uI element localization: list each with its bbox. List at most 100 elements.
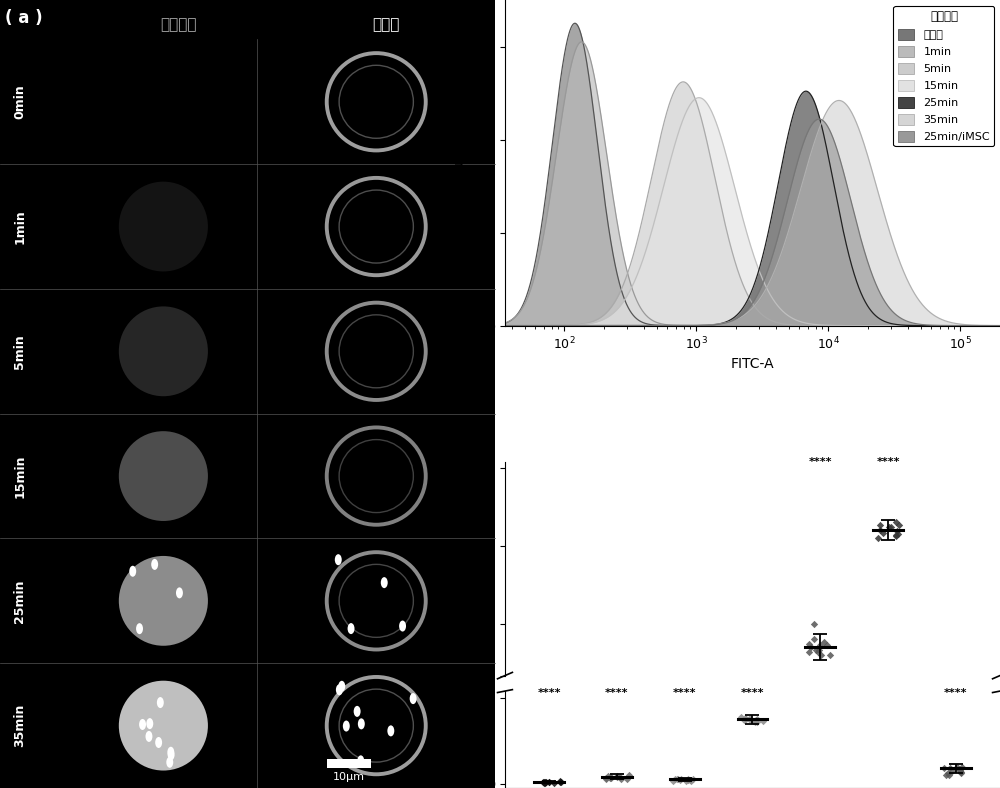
Ellipse shape xyxy=(327,427,426,525)
Text: 25min: 25min xyxy=(13,579,26,623)
Point xyxy=(609,771,625,783)
Ellipse shape xyxy=(327,552,426,649)
Circle shape xyxy=(146,718,153,729)
Point xyxy=(619,772,635,785)
Point xyxy=(802,417,818,429)
Circle shape xyxy=(136,623,143,634)
Ellipse shape xyxy=(327,677,426,775)
Point xyxy=(952,764,968,777)
Circle shape xyxy=(335,554,342,565)
Point xyxy=(733,711,749,723)
Circle shape xyxy=(129,566,136,577)
Point xyxy=(888,516,904,529)
Bar xyxy=(327,759,371,768)
Ellipse shape xyxy=(119,681,208,771)
Text: 0min: 0min xyxy=(13,84,26,119)
Ellipse shape xyxy=(327,53,426,151)
Point xyxy=(875,526,891,539)
Circle shape xyxy=(176,587,183,598)
Circle shape xyxy=(338,681,345,692)
Y-axis label: 相对荧光强度: 相对荧光强度 xyxy=(457,544,471,594)
Point xyxy=(822,649,838,661)
Point xyxy=(801,638,817,651)
Circle shape xyxy=(348,623,355,634)
Text: ( a ): ( a ) xyxy=(5,9,43,28)
Circle shape xyxy=(336,684,343,695)
Point xyxy=(813,649,829,661)
Point xyxy=(872,519,888,531)
Point xyxy=(888,529,904,541)
Point xyxy=(609,770,625,782)
Circle shape xyxy=(410,693,417,704)
Ellipse shape xyxy=(119,431,208,521)
Point xyxy=(672,774,688,786)
Point xyxy=(600,770,616,782)
Point xyxy=(816,392,832,404)
Point xyxy=(884,239,900,251)
Circle shape xyxy=(155,737,162,748)
Circle shape xyxy=(357,756,364,767)
Circle shape xyxy=(168,749,175,760)
Y-axis label: Count: Count xyxy=(452,142,466,184)
Point xyxy=(803,641,819,653)
Point xyxy=(537,776,553,788)
Point xyxy=(541,776,557,788)
Point xyxy=(810,646,826,659)
Point xyxy=(803,443,819,455)
Point xyxy=(953,765,969,778)
Point xyxy=(755,715,771,727)
Point xyxy=(801,646,817,659)
Point xyxy=(537,776,553,788)
Legend: 对照组, 1min, 5min, 15min, 25min, 35min, 25min/iMSC: 对照组, 1min, 5min, 15min, 25min, 35min, 25… xyxy=(893,6,994,147)
Text: 10μm: 10μm xyxy=(333,772,365,782)
Point xyxy=(749,716,765,728)
Circle shape xyxy=(151,559,158,570)
Text: ****: **** xyxy=(741,688,764,698)
Point xyxy=(665,775,681,787)
Circle shape xyxy=(354,706,361,717)
Point xyxy=(883,232,899,245)
Text: ****: **** xyxy=(673,688,696,698)
Point xyxy=(536,775,552,788)
Point xyxy=(747,716,763,728)
Point xyxy=(535,775,551,788)
Point xyxy=(889,525,905,537)
Point xyxy=(680,773,696,786)
Point xyxy=(541,775,557,788)
Circle shape xyxy=(343,720,350,731)
Point xyxy=(673,772,689,785)
Point xyxy=(816,635,832,648)
Point xyxy=(888,530,904,542)
Point xyxy=(820,422,836,434)
Point xyxy=(823,434,839,447)
Point xyxy=(678,775,694,787)
Point xyxy=(822,439,838,452)
Point xyxy=(941,769,957,782)
X-axis label: FITC-A: FITC-A xyxy=(731,358,774,371)
Point xyxy=(536,776,552,788)
Point xyxy=(603,771,619,784)
Point xyxy=(870,531,886,544)
Ellipse shape xyxy=(327,303,426,400)
Point xyxy=(683,775,699,787)
Point xyxy=(814,434,830,447)
Point xyxy=(936,762,952,775)
Point xyxy=(742,713,758,726)
Point xyxy=(682,774,698,786)
Circle shape xyxy=(166,756,173,768)
Point xyxy=(811,643,827,656)
Point xyxy=(602,771,618,784)
Point xyxy=(887,232,903,245)
Point xyxy=(598,772,614,785)
Text: 组合图: 组合图 xyxy=(372,17,400,32)
Point xyxy=(741,712,757,725)
Text: ****: **** xyxy=(537,688,561,698)
Point xyxy=(938,769,954,782)
Text: 荧光多肽: 荧光多肽 xyxy=(160,17,196,32)
Text: ****: **** xyxy=(944,688,968,698)
Point xyxy=(736,714,752,727)
Point xyxy=(890,528,906,541)
Point xyxy=(886,237,902,250)
Ellipse shape xyxy=(119,57,208,147)
Point xyxy=(883,521,899,533)
